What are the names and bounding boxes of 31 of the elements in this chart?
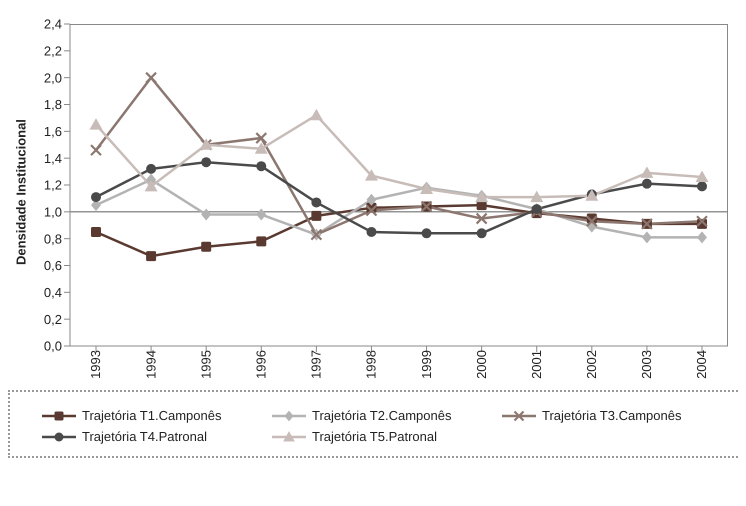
x-tick-label: 1995 (198, 350, 214, 379)
x-tick-label: 1998 (364, 350, 379, 379)
y-tick-label: 2,0 (44, 70, 62, 86)
y-tick-label: 2,2 (44, 43, 62, 58)
legend-label: Trajetória T3.Camponês (542, 408, 682, 423)
y-tick-label: 0,8 (44, 231, 62, 246)
x-tick-label: 2001 (528, 350, 544, 379)
x-tick-label: 2004 (694, 350, 710, 379)
y-axis-title: Densidade Institucional (14, 119, 29, 265)
y-tick-label: 1,2 (44, 178, 62, 193)
x-tick-label: 1999 (418, 350, 434, 379)
y-tick-label: 1,4 (44, 150, 62, 166)
y-tick-label: 2,4 (44, 16, 62, 32)
x-tick-label: 2003 (639, 350, 654, 379)
legend-label: Trajetória T2.Camponês (312, 408, 452, 423)
x-tick-label: 2002 (584, 350, 600, 379)
y-tick-label: 1,6 (44, 124, 62, 139)
x-tick-label: 1993 (88, 350, 104, 379)
legend-label: Trajetória T1.Camponês (82, 408, 222, 423)
y-tick-label: 1,0 (44, 204, 62, 220)
x-tick-label: 1996 (254, 350, 269, 379)
x-tick-label: 2000 (474, 350, 489, 379)
y-tick-label: 0,6 (44, 258, 62, 274)
y-tick-label: 0,2 (44, 312, 62, 327)
legend-label: Trajetória T5.Patronal (312, 429, 438, 444)
y-tick-label: 0,0 (44, 338, 62, 354)
x-tick-label: 1997 (308, 350, 324, 379)
legend-label: Trajetória T4.Patronal (82, 429, 208, 444)
x-tick-label: 1994 (143, 350, 158, 379)
y-tick-label: 1,8 (44, 97, 62, 112)
y-tick-label: 0,4 (44, 284, 62, 300)
